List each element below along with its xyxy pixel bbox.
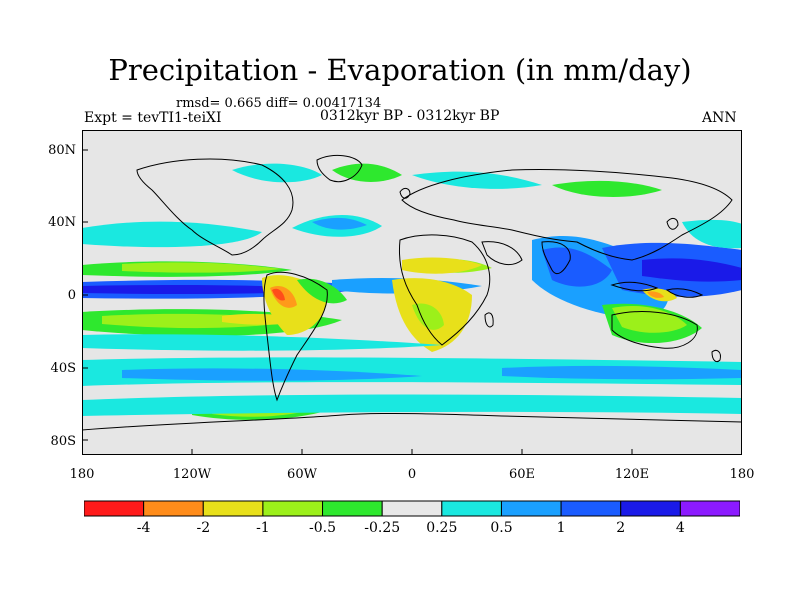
x-tick-label: 0 [407,467,417,482]
field-region [412,303,444,330]
coastline-greenland [316,154,363,183]
coastline-south-america [263,271,328,402]
coastline-uk [399,187,411,199]
field-region [297,278,347,304]
coastline-indonesia [610,281,659,292]
field-region [122,262,282,273]
x-tick-label: 120E [614,467,650,482]
coastline-new-guinea [665,288,704,298]
colorbar-label: -0.25 [364,520,401,536]
coastline-eurasia [401,168,733,261]
colorbar-box [381,500,443,517]
coastline-india [541,241,571,275]
y-tick-label: 40S [50,361,76,376]
season-label: ANN [702,110,737,126]
field-region [647,291,664,298]
x-tick-label: 180 [729,467,755,482]
colorbar-label: -1 [256,520,270,536]
coastline-north-america [136,158,294,256]
plot-title: Precipitation - Evaporation (in mm/day) [108,53,692,87]
coastline-japan [666,217,679,230]
colorbar-box [84,500,145,517]
field-region [502,365,742,380]
map-plot [82,130,742,455]
field-region [612,305,687,333]
x-tick-label: 60W [287,467,317,482]
field-region [82,334,442,351]
colorbar-label: 1 [556,520,566,536]
coastline-madagascar [484,312,494,328]
colorbar-label: -4 [136,520,151,536]
coastline-australia [611,311,698,349]
tick-marks [82,149,633,455]
colorbar-box [679,500,740,517]
y-tick-label: 40N [48,215,76,230]
y-tick-label: 0 [67,288,76,303]
field-region [412,171,542,189]
x-tick-label: 120W [172,467,212,482]
field-region [272,288,285,301]
x-tick-label: 180 [69,467,95,482]
colorbar-box [620,500,681,517]
colorbar-box [500,500,562,517]
field-region [402,257,482,274]
coastline-antarctica [82,412,742,431]
colorbar-box [262,500,324,517]
colorbar-label: 4 [675,520,685,536]
coastline-new-zealand [711,349,721,363]
field-region [542,247,612,287]
colorbar-label: 0.25 [426,520,458,536]
colorbar-label: 2 [616,520,626,536]
field-region [82,221,262,248]
field-region [552,180,662,197]
colorbar-label: 0.5 [490,520,513,536]
field-region [332,163,402,182]
colorbar-box [441,500,502,517]
colorbar-box [143,500,204,517]
stats-subtitle: rmsd= 0.665 diff= 0.00417134 [176,96,382,111]
coastlines [82,154,742,431]
coastline-arabia [481,241,523,266]
field-region [232,163,322,183]
colorbar-box [560,500,622,517]
y-tick-label: 80S [50,434,76,449]
colorbar-label: -0.5 [309,520,336,536]
field-region [642,258,742,282]
field-region [312,217,367,230]
field-region [82,394,742,416]
period-label: 0312kyr BP - 0312kyr BP [320,108,500,124]
colorbar-box [322,500,383,517]
colorbar-box [202,500,264,517]
coastline-africa [398,234,491,346]
colorbar [84,500,740,517]
x-tick-label: 60E [508,467,536,482]
experiment-label: Expt = tevTI1-teiXI [84,110,222,126]
y-tick-label: 80N [48,143,76,158]
colorbar-label: -2 [196,520,211,536]
